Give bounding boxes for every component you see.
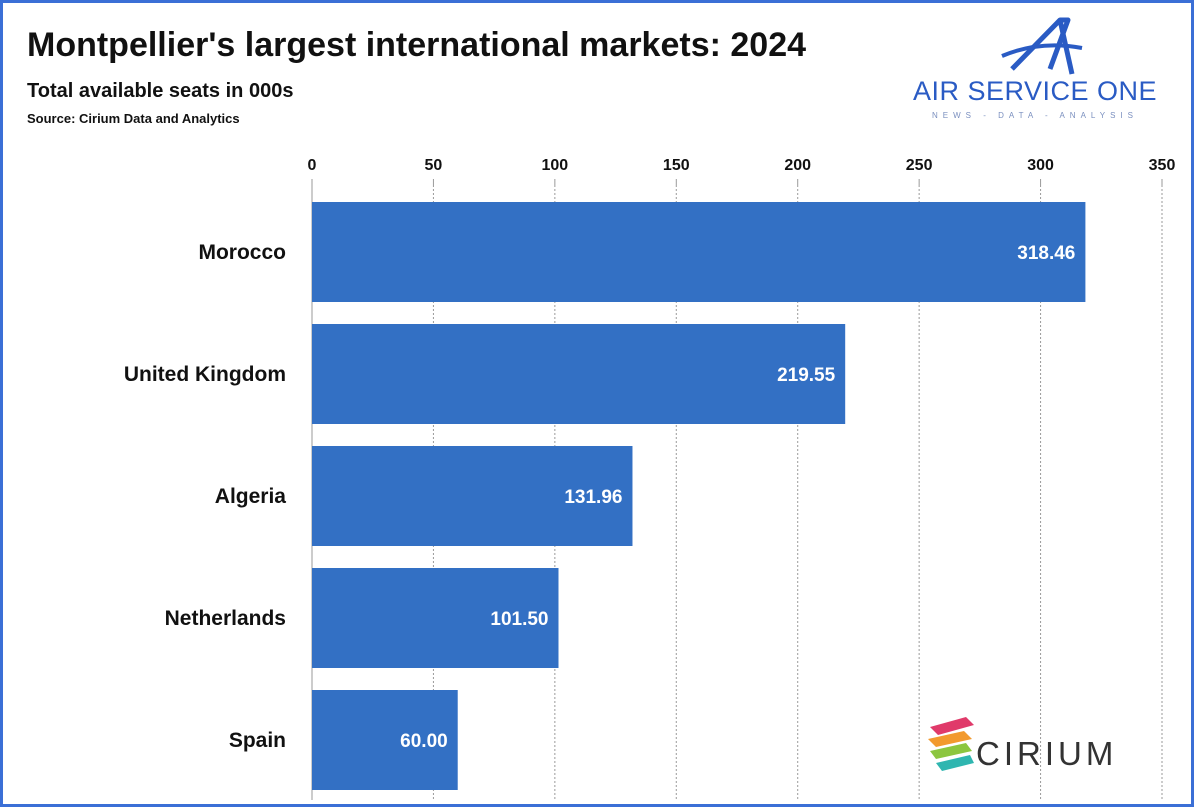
x-tick-label: 0 xyxy=(308,157,317,174)
value-label: 318.46 xyxy=(1017,243,1075,264)
cirium-mark-icon xyxy=(928,717,974,771)
cirium-logo: CIRIUM xyxy=(926,713,1136,783)
air-service-one-logo: AIR SERVICE ONE NEWS - DATA - ANALYSIS xyxy=(900,14,1175,124)
bar xyxy=(312,202,1086,302)
category-label: Netherlands xyxy=(165,607,286,630)
x-tick-label: 250 xyxy=(906,157,933,174)
bar xyxy=(312,568,559,668)
chart-title: Montpellier's largest international mark… xyxy=(27,26,807,64)
air-service-one-tagline: NEWS - DATA - ANALYSIS xyxy=(931,111,1139,120)
value-label: 60.00 xyxy=(400,731,448,752)
value-label: 219.55 xyxy=(777,365,836,386)
category-label: Spain xyxy=(229,729,286,752)
source-note: Source: Cirium Data and Analytics xyxy=(27,111,240,126)
x-tick-label: 200 xyxy=(784,157,811,174)
x-tick-label: 50 xyxy=(425,157,443,174)
value-label: 101.50 xyxy=(490,609,548,630)
value-label: 131.96 xyxy=(564,487,622,508)
category-label: Morocco xyxy=(198,241,286,264)
x-tick-label: 100 xyxy=(542,157,569,174)
x-tick-label: 150 xyxy=(663,157,690,174)
cirium-name: CIRIUM xyxy=(976,735,1118,772)
bar xyxy=(312,690,458,790)
x-tick-label: 350 xyxy=(1149,157,1176,174)
bar xyxy=(312,324,846,424)
air-service-one-name: AIR SERVICE ONE xyxy=(912,76,1158,106)
chart-subtitle: Total available seats in 000s xyxy=(27,80,294,102)
air-service-one-mark-icon xyxy=(1001,17,1083,75)
x-tick-label: 300 xyxy=(1027,157,1054,174)
category-label: United Kingdom xyxy=(124,363,286,386)
category-label: Algeria xyxy=(215,485,287,508)
bar xyxy=(312,446,633,546)
